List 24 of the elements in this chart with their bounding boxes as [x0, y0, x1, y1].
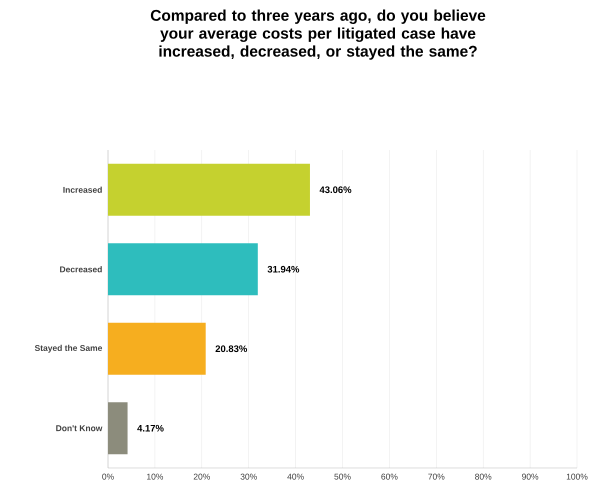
x-tick-label: 20%	[194, 474, 210, 480]
x-tick-label: 40%	[287, 474, 304, 480]
x-tick-label: 0%	[102, 474, 114, 480]
chart-title: Compared to three years ago, do you believe your average costs per litigated case have increased, decreased, or stayed the same?	[150, 10, 486, 60]
x-tick-label: 100%	[566, 474, 588, 480]
bar	[108, 164, 310, 216]
x-tick-label: 50%	[334, 474, 351, 480]
bar	[108, 402, 128, 454]
x-tick-label: 30%	[240, 474, 257, 480]
x-tick-label: 80%	[475, 474, 492, 480]
x-tick-label: 90%	[522, 474, 538, 480]
y-tick-label: Increased	[63, 186, 102, 193]
x-tick-label: 10%	[147, 474, 164, 480]
bar	[108, 243, 258, 296]
y-tick-label: Don't Know	[56, 425, 102, 432]
y-tick-label: Stayed the Same	[34, 344, 102, 353]
data-label: 4.17%	[137, 424, 164, 432]
bar	[108, 322, 206, 375]
y-tick-label: Decreased	[60, 266, 102, 272]
x-tick-label: 70%	[428, 474, 444, 480]
data-label: 43.06%	[320, 186, 352, 194]
data-label: 31.94%	[268, 266, 300, 273]
data-label: 20.83%	[216, 345, 248, 352]
x-tick-label: 60%	[381, 474, 398, 480]
